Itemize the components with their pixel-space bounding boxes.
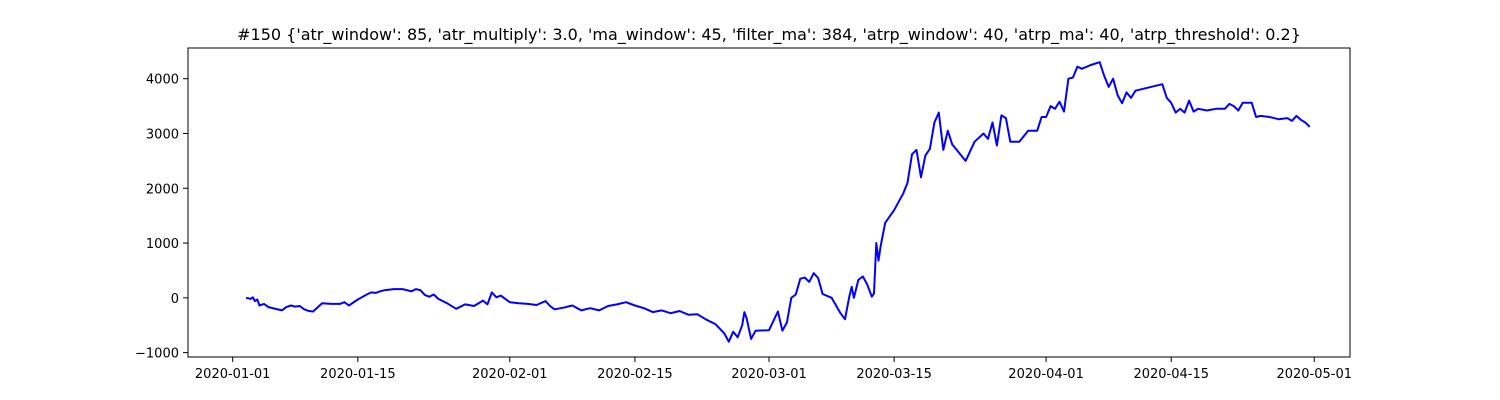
x-tick-label: 2020-04-01 — [1008, 367, 1084, 382]
y-axis: −1000 0 1000 2000 3000 4000 — [135, 73, 188, 362]
x-axis: 2020-01-01 2020-01-15 2020-02-01 2020-02-15… — [195, 357, 1352, 382]
y-tick-label: 2000 — [146, 182, 179, 197]
y-tick-label: 3000 — [146, 127, 179, 142]
x-tick-label: 2020-03-01 — [731, 367, 807, 382]
x-tick-label: 2020-04-15 — [1133, 367, 1209, 382]
y-tick-label: 0 — [171, 292, 179, 307]
x-tick-label: 2020-01-01 — [195, 367, 271, 382]
y-tick-label: 1000 — [146, 237, 179, 252]
y-tick-label: 4000 — [146, 73, 179, 88]
chart-title: #150 {'atr_window': 85, 'atr_multiply': … — [237, 25, 1301, 45]
plot-frame — [187, 47, 1351, 358]
x-tick-label: 2020-05-01 — [1276, 367, 1352, 382]
plot-area: 2020-01-01 2020-01-15 2020-02-01 2020-02-15… — [135, 47, 1352, 382]
x-tick-label: 2020-03-15 — [856, 367, 932, 382]
series-line — [245, 61, 1311, 343]
x-tick-label: 2020-01-15 — [320, 367, 396, 382]
y-tick-label: −1000 — [135, 347, 179, 362]
x-tick-label: 2020-02-01 — [472, 367, 548, 382]
x-tick-label: 2020-02-15 — [597, 367, 673, 382]
